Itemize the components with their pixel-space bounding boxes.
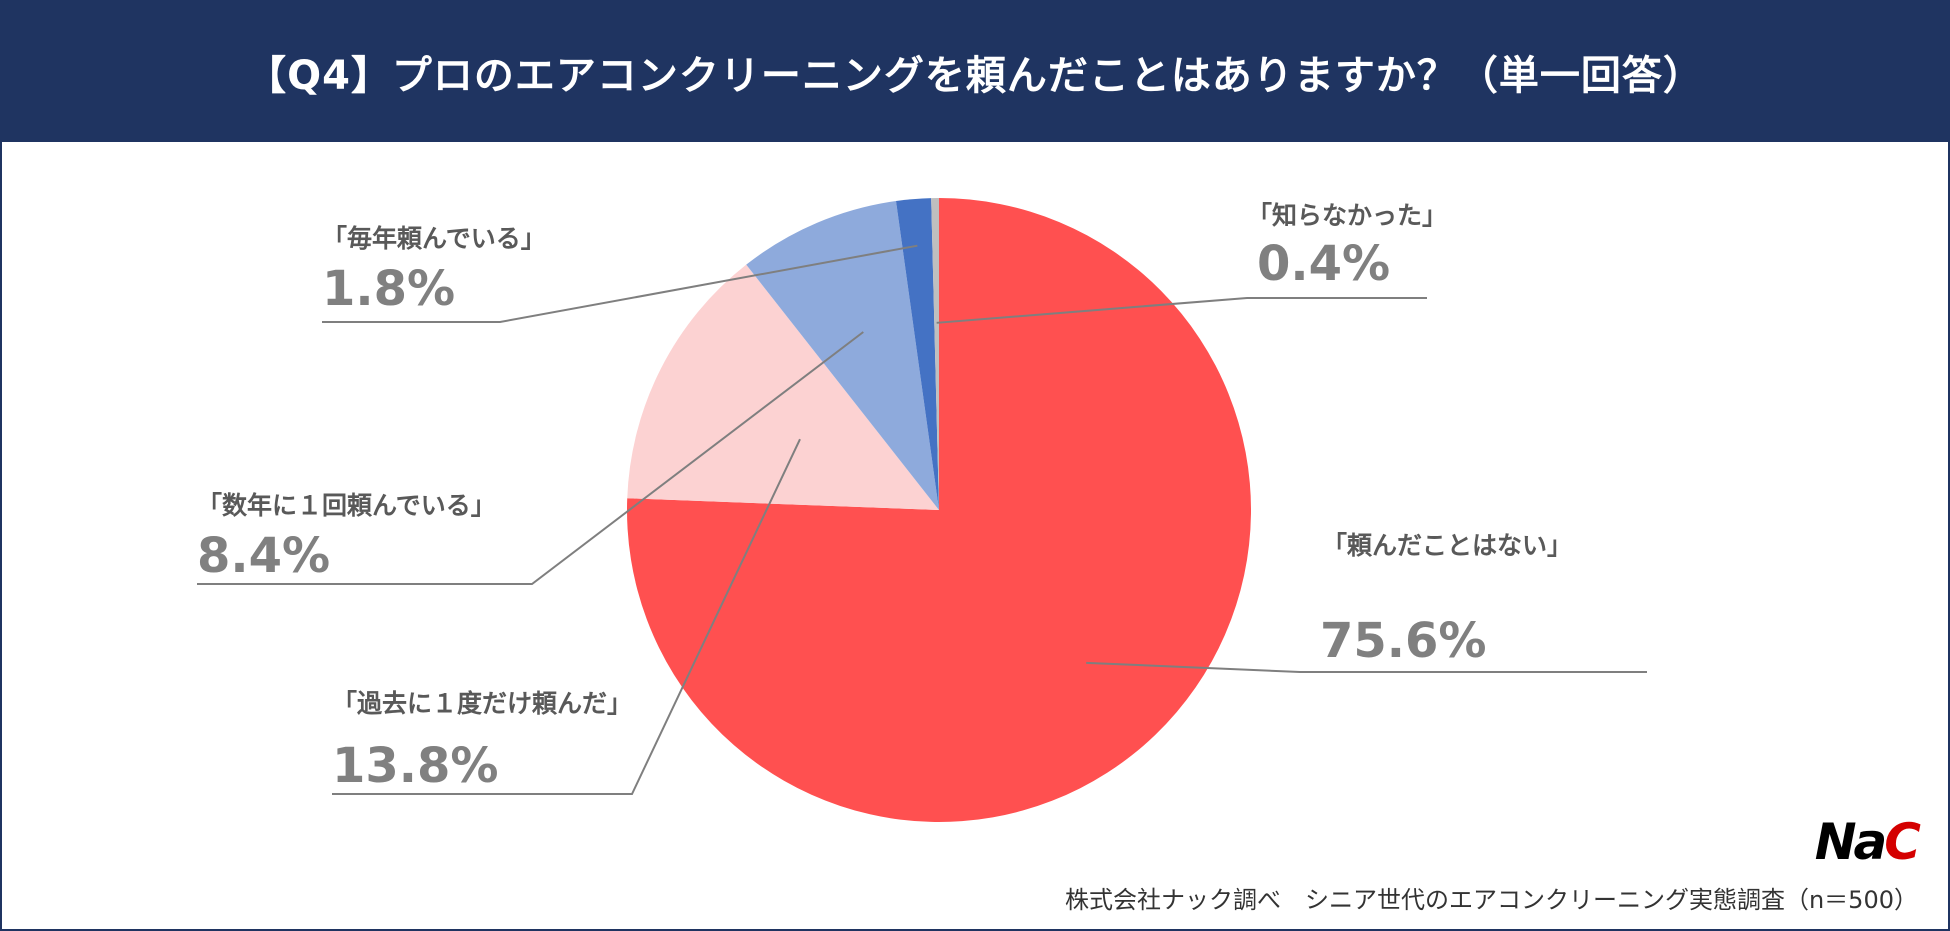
pie-slice-2 — [746, 200, 939, 511]
slice-value-label-1: 13.8% — [332, 738, 499, 794]
slice-value-label-0: 75.6% — [1320, 613, 1487, 669]
company-logo: NaC — [1814, 813, 1921, 871]
slice-name-label-3: 「毎年頼んでいる」 — [322, 224, 546, 253]
leader-lines — [197, 244, 1647, 795]
slice-name-label-1: 「過去に１度だけ頼んだ」 — [332, 689, 632, 718]
pie-slice-3 — [896, 198, 939, 511]
leader-line-1 — [332, 438, 801, 795]
slice-value-label-2: 8.4% — [197, 528, 330, 584]
source-note: 株式会社ナック調べ シニア世代のエアコンクリーニング実態調査（n＝500） — [1064, 886, 1918, 914]
leader-line-3 — [322, 244, 918, 323]
leader-line-2 — [197, 331, 864, 585]
slice-name-label-2: 「数年に１回頼んでいる」 — [197, 491, 496, 520]
title-bar: 【Q4】プロのエアコンクリーニングを頼んだことはありますか？（単一回答） — [2, 2, 1948, 142]
slice-labels: 「頼んだことはない」 75.6% 「過去に１度だけ頼んだ」 13.8% 「数年に１回頼ん… — [197, 201, 1572, 794]
pie-slice-4 — [931, 198, 939, 510]
chart-title: 【Q4】プロのエアコンクリーニングを頼んだことはありますか？（単一回答） — [246, 53, 1704, 99]
leader-line-0 — [1086, 661, 1647, 673]
slice-name-label-4: 「知らなかった」 — [1247, 201, 1447, 230]
slice-value-label-4: 0.4% — [1257, 236, 1390, 292]
leader-line-4 — [936, 297, 1427, 324]
pie-slice-0 — [626, 198, 1251, 822]
pie-slices — [626, 198, 1251, 822]
slice-name-label-0: 「頼んだことはない」 — [1322, 531, 1572, 560]
slice-value-label-3: 1.8% — [322, 261, 455, 317]
pie-slice-1 — [627, 264, 939, 510]
